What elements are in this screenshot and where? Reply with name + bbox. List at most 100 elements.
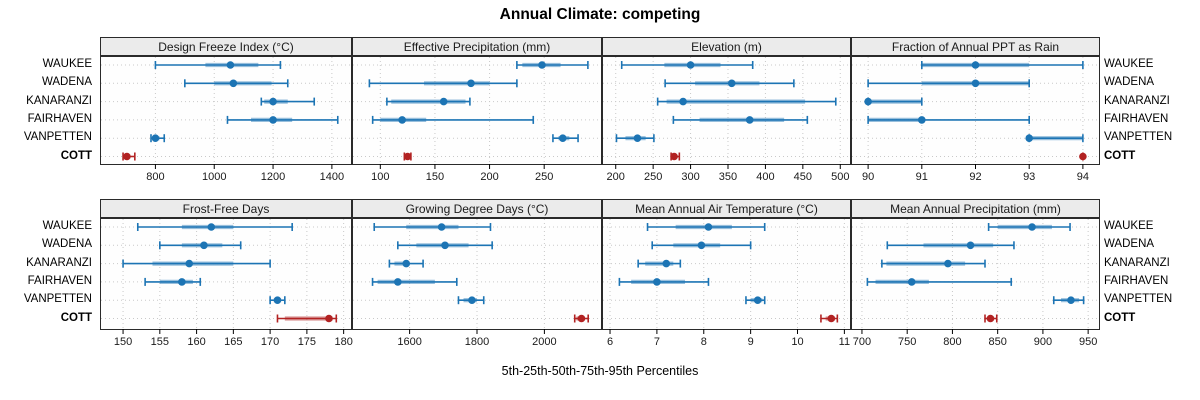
panel-canvas <box>101 219 351 334</box>
axis-tick-label: 8 <box>700 336 707 348</box>
median-dot <box>229 79 238 88</box>
site-label-right-cott: COTT <box>1104 149 1136 162</box>
percentile-series-fairhaven <box>371 115 535 124</box>
site-label-right-kanaranzi: KANARANZI <box>1104 94 1170 107</box>
percentile-series-fairhaven <box>867 115 1030 124</box>
panel-strip-fraction-of-annual-ppt-as-rain: Fraction of Annual PPT as Rain <box>851 37 1100 56</box>
percentile-series-kanaranzi <box>637 259 682 268</box>
percentile-series-waukee <box>646 223 766 231</box>
percentile-series-waukee <box>154 61 282 69</box>
site-label-left-waukee: WAUKEE <box>42 220 92 232</box>
axis-tick-label: 91 <box>915 171 928 183</box>
panel-title: Design Freeze Index (°C) <box>158 39 294 54</box>
panel-canvas <box>852 219 1099 334</box>
panel-canvas <box>353 57 601 169</box>
panel-canvas <box>101 57 351 169</box>
axis-tick-label: 93 <box>1023 171 1036 183</box>
axis-tick-label: 180 <box>334 336 353 348</box>
median-dot <box>971 61 980 69</box>
percentile-series-cott <box>1079 152 1087 161</box>
panel-title: Elevation (m) <box>691 39 762 54</box>
percentile-series-cott <box>820 314 839 323</box>
site-label-right-kanaranzi: KANARANZI <box>1104 256 1170 269</box>
site-label-left-vanpetten: VANPETTEN <box>23 293 92 306</box>
site-label-right-wadena: WADENA <box>1104 238 1155 251</box>
panel-canvas <box>353 219 601 334</box>
axis-tick-label: 800 <box>943 336 962 348</box>
site-label-right-fairhaven: FAIRHAVEN <box>1104 274 1169 287</box>
median-dot <box>679 97 687 106</box>
median-dot <box>966 241 975 250</box>
percentile-series-wadena <box>184 79 289 88</box>
percentile-series-wadena <box>664 79 795 88</box>
panel-canvas <box>603 57 850 169</box>
site-label-left-wadena: WADENA <box>41 76 92 89</box>
median-dot <box>437 223 446 231</box>
median-dot <box>1028 223 1036 231</box>
panel-title: Fraction of Annual PPT as Rain <box>891 39 1060 54</box>
panel-strip-mean-annual-air-temperature-c: Mean Annual Air Temperature (°C) <box>602 199 851 218</box>
percentile-series-vanpetten <box>269 296 286 305</box>
median-dot <box>827 314 836 323</box>
median-dot <box>745 116 754 124</box>
site-label-right-vanpetten: VANPETTEN <box>1104 293 1173 306</box>
percentile-series-kanaranzi <box>260 97 316 106</box>
site-label-right-waukee: WAUKEE <box>1104 220 1154 232</box>
panel-title: Mean Annual Air Temperature (°C) <box>635 201 818 216</box>
axis-tick-label: 250 <box>643 171 663 183</box>
median-dot <box>1025 134 1033 142</box>
panel-strip-elevation-m: Elevation (m) <box>602 37 851 56</box>
site-label-left-cott: COTT <box>60 149 92 162</box>
percentile-series-kanaranzi <box>656 97 837 106</box>
median-dot <box>439 97 448 106</box>
site-label-left-fairhaven: FAIRHAVEN <box>27 112 92 125</box>
panel-design-freeze-index-c <box>100 56 352 169</box>
panel-growing-degree-days-c <box>352 218 602 334</box>
axis-tick-label: 11 <box>838 336 851 348</box>
axis-tick-label: 150 <box>425 171 445 183</box>
axis-tick-label: 500 <box>831 171 850 183</box>
median-dot <box>907 278 916 286</box>
axis-tick-label: 900 <box>1033 336 1053 348</box>
axis-tick-label: 155 <box>150 336 169 348</box>
percentile-series-wadena <box>867 79 1030 88</box>
percentile-series-waukee <box>373 223 492 231</box>
site-label-right-waukee: WAUKEE <box>1104 58 1154 70</box>
panel-strip-frost-free-days: Frost-Free Days <box>100 199 352 218</box>
median-dot <box>123 152 131 161</box>
x-axis-caption: 5th-25th-50th-75th-95th Percentiles <box>501 364 699 378</box>
median-dot <box>704 223 713 231</box>
median-dot <box>269 97 277 106</box>
percentile-series-fairhaven <box>672 115 809 124</box>
percentile-series-cott <box>670 152 681 161</box>
percentile-series-fairhaven <box>144 277 202 286</box>
axis-tick-label: 200 <box>480 171 499 183</box>
axis-tick-label: 1200 <box>260 171 286 183</box>
percentile-series-vanpetten <box>1052 296 1085 305</box>
median-dot <box>918 116 926 124</box>
panel-strip-mean-annual-precipitation-mm: Mean Annual Precipitation (mm) <box>851 199 1100 218</box>
axis-tick-label: 94 <box>1076 171 1090 183</box>
panel-elevation-m <box>602 56 851 169</box>
site-label-left-fairhaven: FAIRHAVEN <box>27 274 92 287</box>
percentile-series-fairhaven <box>371 277 458 286</box>
median-dot <box>653 278 661 286</box>
panel-canvas <box>852 57 1099 169</box>
median-dot <box>971 79 980 88</box>
percentile-series-kanaranzi <box>864 97 923 106</box>
axis-tick-label: 1000 <box>201 171 227 183</box>
percentile-series-cott <box>984 314 998 323</box>
panel-title: Frost-Free Days <box>182 201 270 216</box>
axis-tick-label: 400 <box>756 171 775 183</box>
panel-canvas <box>603 219 850 334</box>
median-dot <box>226 61 235 69</box>
median-dot <box>1067 296 1075 304</box>
site-label-left-waukee: WAUKEE <box>42 58 92 70</box>
percentile-series-fairhaven <box>226 115 339 124</box>
axis-tick-label: 800 <box>146 171 165 183</box>
median-dot <box>1079 152 1087 161</box>
percentile-series-cott <box>122 152 136 161</box>
panel-effective-precipitation-mm <box>352 56 602 169</box>
axis-tick-label: 200 <box>606 171 625 183</box>
median-dot <box>662 259 671 268</box>
